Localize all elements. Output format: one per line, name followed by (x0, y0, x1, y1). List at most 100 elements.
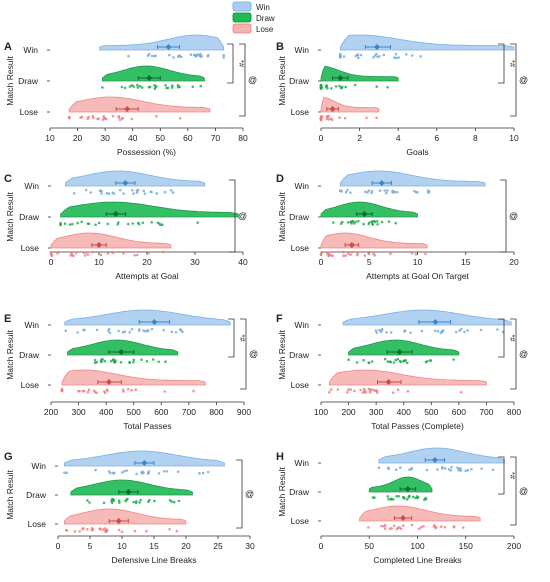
raw-point (398, 359, 402, 363)
raw-point (171, 84, 174, 87)
raw-point (168, 53, 171, 57)
raw-point (136, 83, 139, 87)
raw-point (134, 501, 138, 505)
raw-point (123, 86, 127, 90)
raw-point (357, 56, 360, 60)
raw-point (174, 331, 178, 334)
raw-point (118, 188, 122, 192)
density-cloud-win (99, 34, 225, 51)
significance-bracket-at (510, 456, 517, 526)
raw-point (74, 251, 78, 255)
raw-point (145, 529, 148, 533)
raw-point (449, 469, 453, 472)
x-tick-label: 800 (209, 407, 223, 417)
raw-point (78, 530, 81, 533)
raw-point (433, 329, 437, 333)
raw-point (128, 331, 131, 334)
raw-point (466, 468, 470, 472)
category-label: Lose (20, 107, 39, 117)
raw-point (170, 330, 174, 334)
raw-point (491, 468, 495, 472)
raw-point (354, 54, 358, 58)
mean-marker (141, 460, 148, 466)
density-cloud-draw (67, 339, 179, 356)
raw-point (206, 470, 210, 474)
raw-point (72, 254, 75, 258)
raw-point (147, 470, 151, 473)
raw-point (391, 391, 395, 395)
raw-point (93, 361, 97, 365)
raw-point (83, 254, 87, 257)
raw-point (425, 468, 429, 472)
mean-marker (348, 242, 355, 248)
raw-point (366, 191, 369, 194)
raw-point (146, 328, 150, 332)
raw-point (346, 188, 349, 192)
raw-point (119, 361, 123, 364)
raw-point (70, 252, 73, 255)
x-tick-label: 10 (413, 257, 423, 267)
raw-point (443, 467, 447, 470)
raw-point (470, 467, 473, 471)
raw-point (121, 330, 125, 334)
panel-letter: D (276, 173, 284, 185)
x-tick-label: 30 (190, 257, 200, 267)
raw-point (139, 498, 142, 502)
raw-point (353, 389, 356, 393)
raw-point (376, 223, 379, 226)
category-label: Lose (291, 380, 310, 390)
raw-point (385, 189, 389, 192)
raw-point (64, 329, 68, 333)
x-tick-label: 900 (237, 407, 251, 417)
raw-point (384, 191, 388, 195)
raw-point (96, 117, 99, 121)
category-label: Draw (289, 76, 310, 86)
mean-marker (378, 180, 385, 186)
mean-marker (373, 44, 380, 50)
raw-point (386, 466, 390, 470)
raw-point (392, 524, 396, 528)
raw-point (71, 222, 74, 226)
raw-point (367, 361, 371, 365)
raw-point (109, 359, 113, 363)
raw-point (466, 329, 469, 332)
raw-point (334, 85, 338, 88)
density-cloud-win (339, 170, 486, 187)
raw-point (458, 329, 462, 332)
category-label: Win (24, 320, 39, 330)
raw-point (450, 465, 453, 469)
raw-point (154, 54, 157, 58)
raw-point (420, 329, 424, 333)
x-tick-label: 30 (245, 541, 255, 551)
raw-point (140, 358, 143, 362)
x-tick-label: 10 (45, 133, 55, 143)
raw-point (132, 358, 136, 362)
y-axis-label: Match Result (5, 470, 15, 520)
raw-point (459, 467, 462, 470)
raw-point (408, 495, 411, 498)
panel-F: F Match Result 100 200 300 400 500 600 700 800 Tot… (276, 309, 528, 431)
y-axis-label: Match Result (5, 192, 15, 242)
raw-point (86, 253, 90, 256)
significance-bracket-at (236, 459, 243, 529)
x-tick-label: 0 (49, 257, 54, 267)
raw-point (142, 189, 146, 193)
x-tick-label: 800 (507, 407, 521, 417)
x-tick-label: 0 (319, 133, 324, 143)
raw-point (351, 219, 354, 223)
raw-point (128, 360, 131, 364)
legend-label-draw: Draw (256, 14, 275, 23)
raw-point (87, 388, 91, 392)
raw-point (135, 191, 139, 194)
raw-point (138, 501, 141, 504)
raw-point (380, 524, 383, 528)
raw-point (83, 328, 86, 332)
raw-point (342, 254, 345, 257)
significance-bracket-at (500, 179, 507, 253)
raw-point (106, 222, 109, 226)
raw-point (150, 327, 154, 331)
raw-point (109, 471, 112, 475)
raw-point (60, 389, 64, 393)
raw-point (117, 329, 120, 333)
raw-point (410, 251, 414, 255)
